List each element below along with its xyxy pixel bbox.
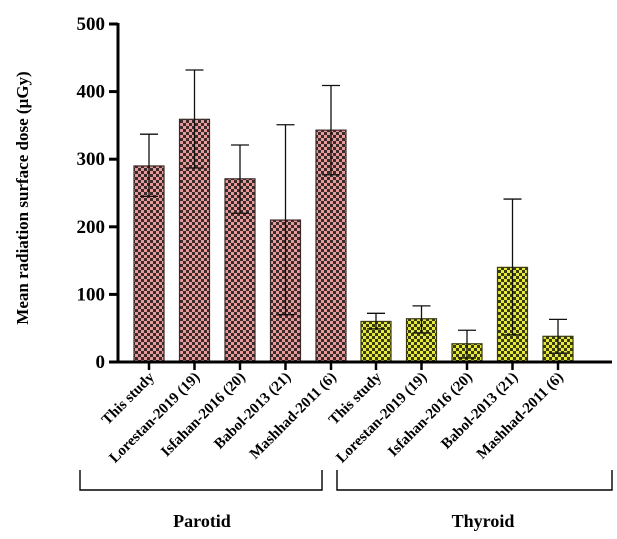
y-tick-label: 200 bbox=[77, 217, 106, 238]
y-tick-label: 0 bbox=[96, 352, 106, 373]
group-label-thyroid: Thyroid bbox=[452, 511, 515, 531]
y-axis-title: Mean radiation surface dose (µGy) bbox=[13, 71, 32, 324]
y-tick-label: 100 bbox=[77, 284, 106, 305]
category-label: Mashhad-2011 (6) bbox=[474, 370, 567, 463]
y-tick-label: 300 bbox=[77, 149, 106, 170]
category-label: Isfahan-2016 (20) bbox=[385, 370, 476, 461]
group-bracket bbox=[79, 470, 323, 491]
y-tick-label: 400 bbox=[77, 82, 106, 103]
bar-parotid bbox=[133, 165, 165, 363]
group-label-parotid: Parotid bbox=[173, 511, 231, 531]
group-bracket bbox=[336, 470, 613, 491]
y-tick-label: 500 bbox=[77, 14, 106, 35]
category-label: Isfahan-2016 (20) bbox=[158, 370, 249, 461]
